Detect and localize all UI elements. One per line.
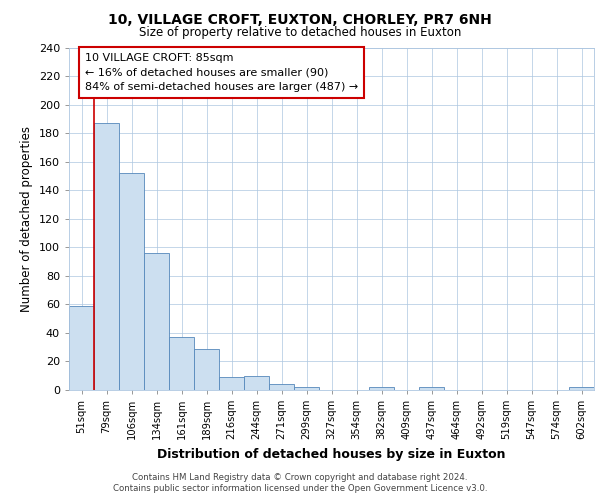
- Bar: [419, 387, 444, 390]
- Bar: [569, 387, 594, 390]
- Bar: [294, 387, 319, 390]
- Text: 10, VILLAGE CROFT, EUXTON, CHORLEY, PR7 6NH: 10, VILLAGE CROFT, EUXTON, CHORLEY, PR7 …: [108, 12, 492, 26]
- Bar: [219, 377, 244, 390]
- Text: 10 VILLAGE CROFT: 85sqm
← 16% of detached houses are smaller (90)
84% of semi-de: 10 VILLAGE CROFT: 85sqm ← 16% of detache…: [85, 52, 358, 92]
- Bar: [144, 253, 169, 390]
- X-axis label: Distribution of detached houses by size in Euxton: Distribution of detached houses by size …: [157, 448, 506, 460]
- Bar: [94, 123, 119, 390]
- Y-axis label: Number of detached properties: Number of detached properties: [20, 126, 33, 312]
- Bar: [269, 384, 294, 390]
- Text: Contains public sector information licensed under the Open Government Licence v3: Contains public sector information licen…: [113, 484, 487, 493]
- Bar: [244, 376, 269, 390]
- Text: Contains HM Land Registry data © Crown copyright and database right 2024.: Contains HM Land Registry data © Crown c…: [132, 472, 468, 482]
- Bar: [194, 348, 219, 390]
- Bar: [69, 306, 94, 390]
- Bar: [369, 387, 394, 390]
- Text: Size of property relative to detached houses in Euxton: Size of property relative to detached ho…: [139, 26, 461, 39]
- Bar: [119, 173, 144, 390]
- Bar: [169, 337, 194, 390]
